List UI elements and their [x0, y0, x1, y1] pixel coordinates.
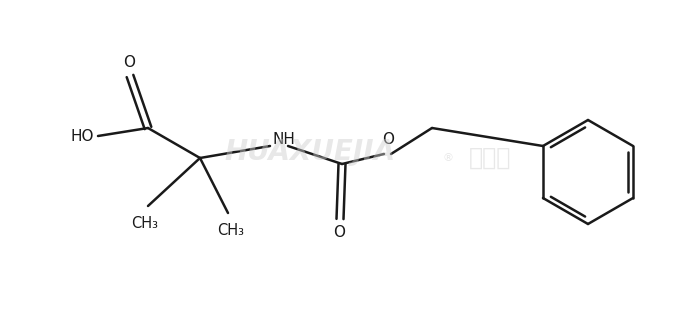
Text: ®: ®: [442, 153, 454, 163]
Text: CH₃: CH₃: [131, 216, 159, 231]
Text: O: O: [382, 132, 394, 147]
Text: O: O: [123, 55, 135, 70]
Text: HUAXUEJIA: HUAXUEJIA: [224, 138, 396, 166]
Text: 化学加: 化学加: [469, 146, 511, 170]
Text: HO: HO: [71, 129, 94, 143]
Text: O: O: [333, 225, 345, 240]
Text: CH₃: CH₃: [217, 223, 245, 238]
Text: NH: NH: [272, 132, 295, 147]
